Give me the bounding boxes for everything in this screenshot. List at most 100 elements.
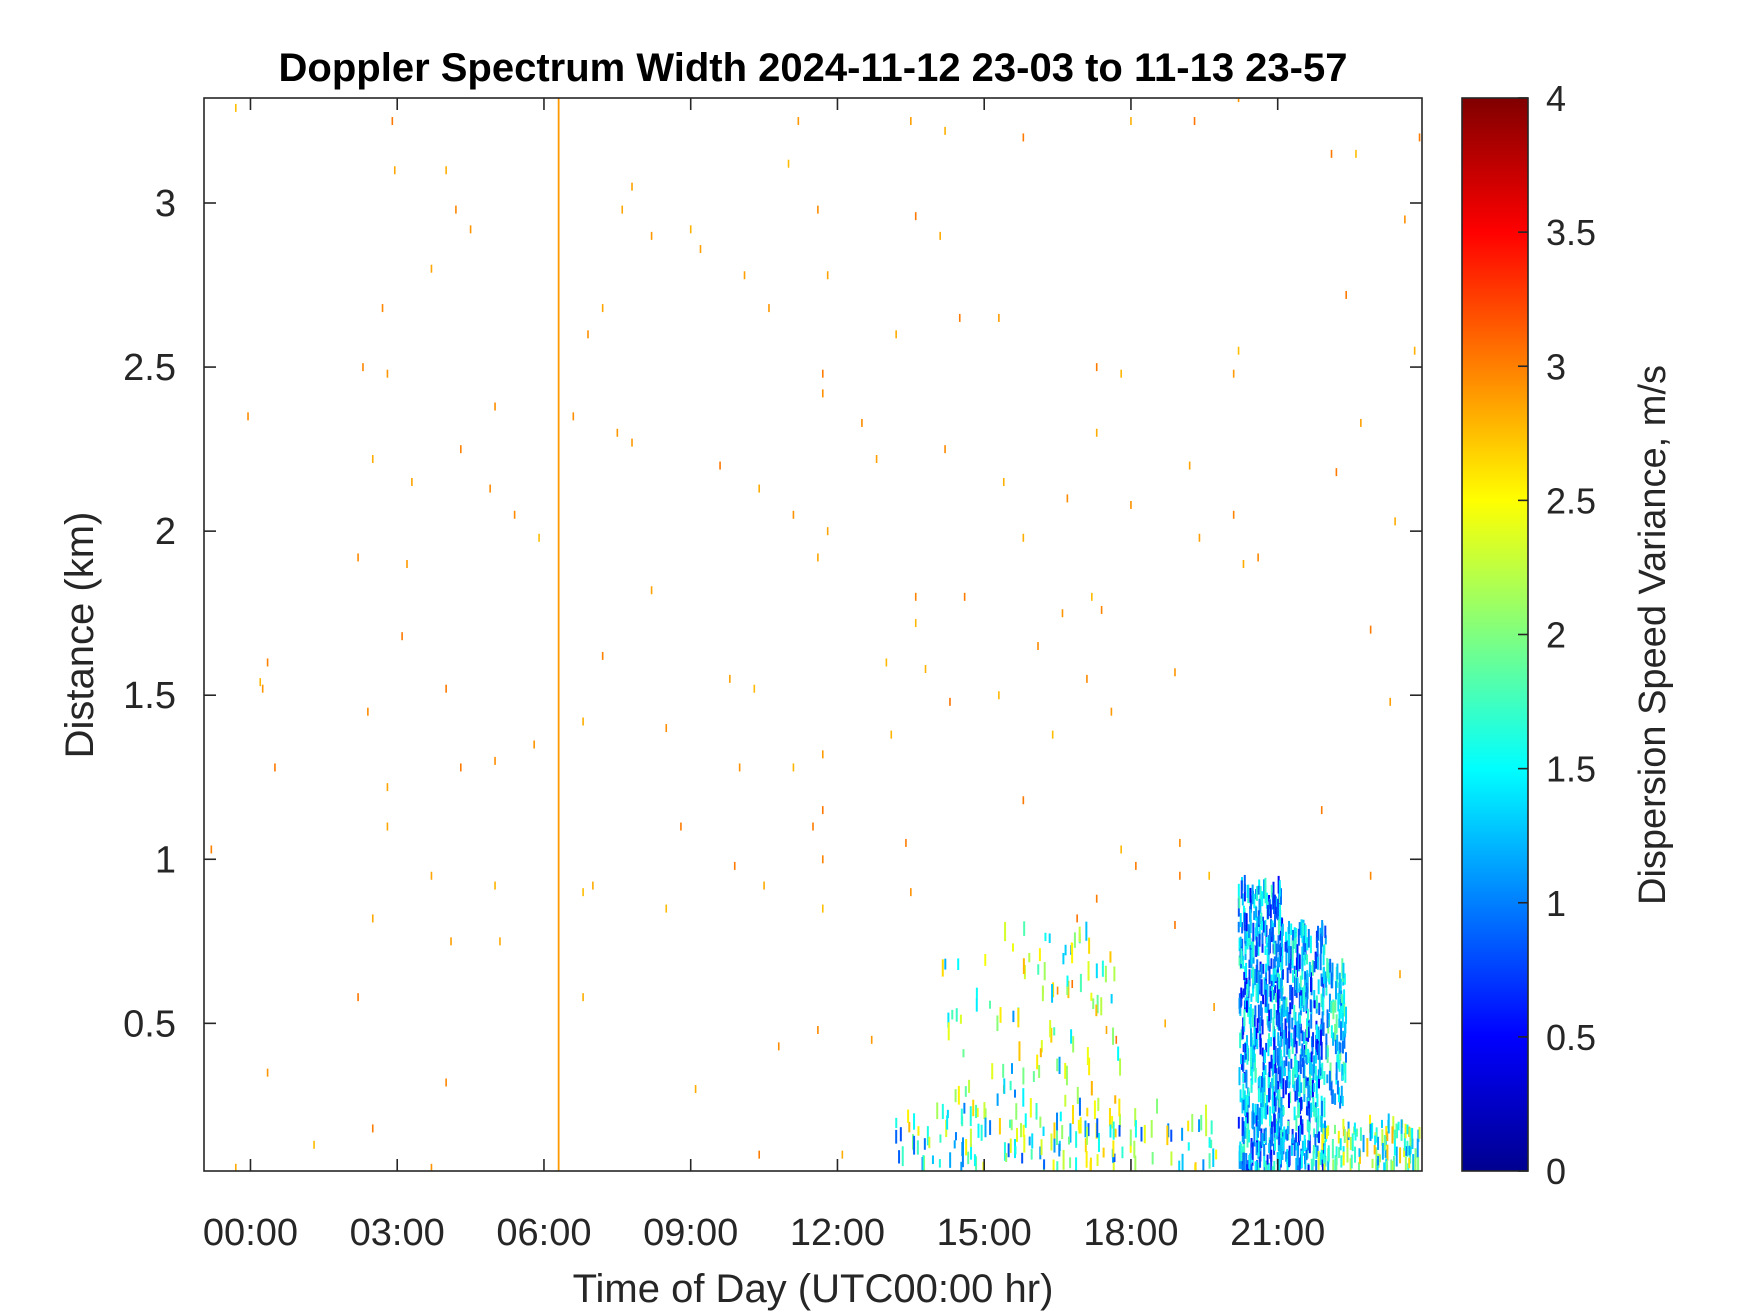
data-cell xyxy=(1279,1137,1282,1156)
data-cell xyxy=(1237,1116,1240,1129)
data-cell xyxy=(969,1128,972,1148)
data-cell xyxy=(1058,1056,1061,1075)
data-cell xyxy=(1242,560,1245,569)
data-cell xyxy=(1334,981,1337,1000)
data-cell xyxy=(1302,987,1305,1006)
data-cell xyxy=(1301,1043,1304,1057)
data-cell xyxy=(1322,1022,1325,1036)
data-cell xyxy=(1249,887,1252,903)
data-cell xyxy=(1252,966,1255,984)
data-cell xyxy=(1278,996,1281,1006)
data-cell xyxy=(1086,1047,1089,1066)
data-cell xyxy=(1084,1120,1087,1138)
data-cell xyxy=(975,1104,978,1119)
data-cell xyxy=(247,412,249,421)
data-cell xyxy=(1289,1002,1292,1015)
data-cell xyxy=(1274,1057,1277,1074)
data-cell xyxy=(1278,1012,1281,1031)
data-cell xyxy=(1309,999,1312,1013)
data-cell xyxy=(914,592,917,601)
data-cell xyxy=(1328,1070,1331,1091)
data-cell xyxy=(1010,1119,1013,1131)
data-cell xyxy=(1294,1011,1297,1031)
data-cell xyxy=(582,717,584,726)
data-cell xyxy=(1274,1137,1277,1151)
data-cell xyxy=(976,1107,979,1118)
data-cell xyxy=(1283,1126,1286,1143)
data-cell xyxy=(1342,1030,1345,1041)
data-cell xyxy=(1113,1153,1116,1163)
data-cell xyxy=(460,763,462,772)
data-cell xyxy=(1343,989,1346,1004)
data-cell xyxy=(1381,1142,1384,1160)
data-cell xyxy=(1245,913,1248,932)
data-cell xyxy=(1264,877,1267,898)
data-cell xyxy=(1273,894,1276,911)
data-cell xyxy=(1291,1017,1294,1030)
x-tick-label: 09:00 xyxy=(643,1212,738,1254)
data-cell xyxy=(1253,911,1256,920)
data-cell xyxy=(1266,1105,1269,1115)
data-cell xyxy=(1281,1060,1284,1081)
data-cell xyxy=(1037,964,1040,975)
data-cell xyxy=(1277,1032,1280,1047)
data-cell xyxy=(895,1129,898,1144)
data-cell xyxy=(954,1089,957,1103)
data-cell xyxy=(917,1126,920,1136)
data-cell xyxy=(1404,1123,1407,1139)
data-cell xyxy=(1288,1150,1291,1168)
data-cell xyxy=(1303,1044,1306,1057)
data-cell xyxy=(1246,1112,1249,1124)
data-cell xyxy=(1262,994,1265,1005)
data-cell xyxy=(1274,1097,1277,1112)
data-cell xyxy=(1198,1119,1201,1132)
data-cell xyxy=(1270,974,1273,983)
data-cell xyxy=(1240,880,1243,899)
data-cell xyxy=(1253,893,1256,909)
data-cell xyxy=(1304,978,1307,993)
data-cell xyxy=(1312,1144,1315,1154)
data-cell xyxy=(1011,1063,1014,1074)
data-cell xyxy=(821,855,824,864)
data-cell xyxy=(1246,1046,1249,1065)
data-cell xyxy=(1253,1026,1256,1046)
data-cell xyxy=(1240,1053,1243,1065)
data-cell xyxy=(1120,369,1122,378)
data-cell xyxy=(1301,1140,1304,1156)
data-cell xyxy=(1322,966,1325,984)
data-cell xyxy=(1345,1006,1348,1024)
data-cell xyxy=(1267,935,1270,955)
data-cell xyxy=(1254,1103,1257,1124)
data-cell xyxy=(1250,1044,1253,1059)
data-cell xyxy=(975,1156,978,1171)
data-cell xyxy=(450,937,452,946)
data-cell xyxy=(1343,1129,1346,1143)
data-cell xyxy=(1271,1166,1274,1171)
data-cell xyxy=(1340,1085,1343,1104)
data-cell xyxy=(1298,1023,1301,1041)
data-cell xyxy=(1291,1134,1294,1144)
data-cell xyxy=(1278,973,1281,990)
data-cell xyxy=(1135,861,1137,870)
data-cell xyxy=(266,1068,269,1077)
data-cell xyxy=(1272,1017,1275,1032)
data-cell xyxy=(1298,1074,1301,1093)
data-cell xyxy=(1287,1041,1290,1057)
data-cell xyxy=(1105,1025,1108,1034)
data-cell xyxy=(768,304,770,313)
data-cell xyxy=(1288,958,1291,971)
x-tick-label: 18:00 xyxy=(1083,1212,1178,1254)
data-cell xyxy=(1326,1047,1329,1058)
data-cell xyxy=(1241,1097,1244,1114)
data-cell xyxy=(1417,1129,1420,1142)
data-cell xyxy=(1284,1018,1287,1033)
data-cell xyxy=(1250,1057,1253,1077)
data-cell xyxy=(1307,1048,1310,1057)
data-cell xyxy=(1265,925,1268,944)
data-cell xyxy=(1329,958,1332,973)
data-cell xyxy=(1286,940,1289,953)
data-cell xyxy=(1056,1058,1059,1072)
data-cell xyxy=(1246,1093,1249,1105)
data-cell xyxy=(1278,880,1281,897)
data-cell xyxy=(357,993,359,1002)
